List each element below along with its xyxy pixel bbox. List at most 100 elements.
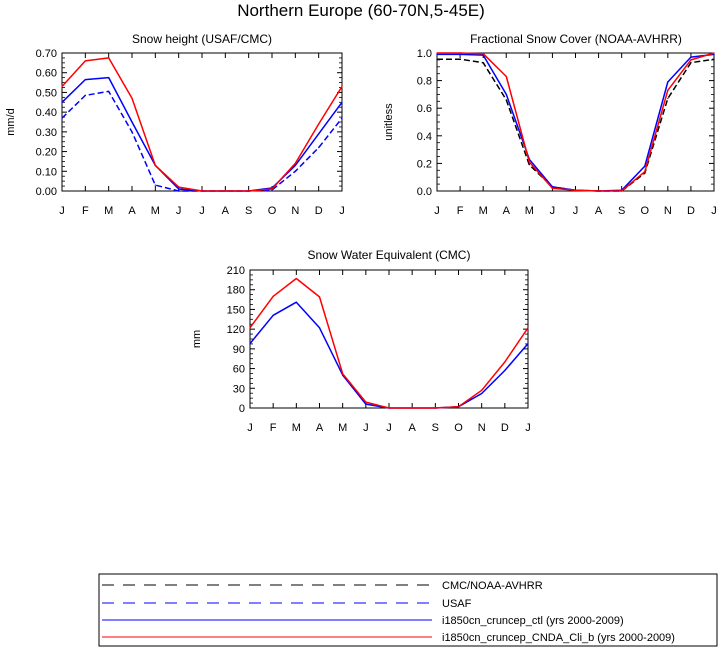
snow-water-equivalent-ylabel: mm [191, 330, 203, 348]
swe-series-point [342, 373, 344, 375]
swe-series-point [411, 407, 413, 409]
snow-height-xtick-label: S [245, 205, 252, 217]
snow-cover-series-point [436, 58, 438, 60]
figure-title: Northern Europe (60-70N,5-45E) [237, 1, 485, 20]
snow-cover-xtick-label: A [595, 205, 603, 217]
snow-cover-series-point [459, 53, 461, 55]
swe-ytick-label: 150 [227, 304, 245, 316]
snow-cover-series-line-2 [437, 52, 715, 192]
snow-cover-series-point [667, 89, 669, 91]
snow-height-series-point [84, 79, 86, 81]
snow-cover-series-point [644, 171, 646, 173]
legend-label-cnda: i1850cn_cruncep_CNDA_Cli_b (yrs 2000-200… [442, 632, 675, 644]
swe-xtick-label: N [478, 422, 486, 434]
snow-height-series-point [154, 184, 156, 186]
snow-cover-series-point [505, 75, 507, 78]
swe-xtick-label: F [270, 422, 277, 434]
snow-height-series-point [341, 85, 343, 88]
snow-cover-series-point [690, 56, 692, 58]
snow-height-plot-frame [61, 52, 343, 192]
swe-xtick-label: M [292, 422, 301, 434]
snow-cover-series-line-1 [437, 53, 715, 192]
legend: CMC/NOAA-AVHRR USAF i1850cn_cruncep_ctl … [98, 573, 718, 647]
swe-xtick-label: S [432, 422, 439, 434]
snow-height-series-point [318, 123, 320, 125]
swe-xtick-label: O [454, 422, 463, 434]
snow-cover-series-point [713, 53, 715, 55]
snow-height-xtick-label: J [176, 205, 182, 217]
swe-series-point [481, 389, 483, 391]
snow-height-series-line-1 [61, 76, 343, 192]
snow-cover-series-point [597, 190, 600, 192]
swe-xtick-label: A [408, 422, 416, 434]
snow-height-xtick-label: J [199, 205, 205, 217]
snow-height-xtick-label: A [128, 205, 136, 217]
swe-series-point [481, 392, 483, 395]
snow-cover-series-line-0 [437, 58, 715, 192]
swe-xtick-label: J [247, 422, 253, 434]
snow-cover-xtick-label: J [550, 205, 556, 217]
swe-series-point [272, 295, 274, 297]
snow-height-series-point [271, 188, 273, 190]
snow-height-series-point [178, 190, 180, 192]
swe-xtick-label: M [338, 422, 347, 434]
snow-height-series-point [84, 60, 86, 62]
swe-series-point [434, 407, 436, 409]
swe-xtick-label: J [525, 422, 531, 434]
snow-height-series-point [61, 117, 63, 119]
swe-ytick-label: 90 [233, 344, 245, 356]
snow-cover-series-point [551, 187, 554, 189]
snow-cover-series-point [690, 62, 692, 64]
snow-cover-xtick-label: J [573, 205, 579, 217]
snow-cover-xtick-label: M [479, 205, 488, 217]
snow-height-ytick-label: 0.20 [36, 147, 57, 159]
swe-xtick-label: D [501, 422, 509, 434]
snow-cover-xtick-label: J [711, 205, 717, 217]
swe-series-point [318, 327, 321, 329]
snow-cover-series-point [644, 165, 646, 167]
snow-height-series-point [294, 170, 296, 172]
snow-height-xtick-label: D [315, 205, 323, 217]
snow-height-xtick-label: A [222, 205, 230, 217]
snow-height-series-point [294, 162, 296, 164]
snow-height-series-point [108, 90, 110, 93]
snow-cover-ytick-label: 0.2 [417, 158, 432, 170]
snow-height-ylabel: mm/d [5, 108, 17, 136]
legend-box [98, 573, 718, 647]
swe-series-point [318, 296, 321, 298]
swe-series-point [527, 343, 529, 345]
snow-height-series-point [248, 190, 250, 192]
snow-height-series-point [61, 101, 63, 103]
snow-cover-xtick-label: J [434, 205, 440, 217]
snow-height-ytick-label: 0.70 [36, 48, 57, 60]
snow-height-xtick-label: M [104, 205, 113, 217]
snow-cover-plot-frame [436, 52, 715, 192]
snow-cover-xtick-label: S [618, 205, 625, 217]
snow-cover-ytick-label: 0.8 [417, 76, 432, 88]
snow-height-series-point [341, 117, 343, 119]
snow-height-series-point [318, 147, 320, 149]
swe-ytick-label: 120 [227, 324, 245, 336]
swe-series-point [504, 369, 506, 372]
snow-height-title: Snow height (USAF/CMC) [132, 32, 272, 46]
snow-height-xtick-label: O [268, 205, 277, 217]
snow-cover-xtick-label: M [525, 205, 534, 217]
snow-cover-series-point [667, 81, 669, 83]
snow-height-xtick-label: F [82, 205, 89, 217]
swe-ytick-label: 180 [227, 285, 245, 297]
snow-cover-series-point [713, 58, 715, 60]
snow-cover-series-point [459, 52, 461, 54]
fractional-snow-cover-title: Fractional Snow Cover (NOAA-AVHRR) [470, 32, 682, 46]
snow-height-series-point [154, 164, 156, 166]
swe-series-point [457, 406, 460, 408]
swe-ytick-label: 0 [239, 403, 245, 415]
swe-xtick-label: A [316, 422, 324, 434]
snow-height-series-point [108, 77, 110, 79]
snow-height-series-point [131, 97, 133, 99]
snow-water-equivalent-panel: Snow Water Equivalent (CMC) mm 0 30 60 90 12… [191, 248, 531, 434]
snow-height-xtick-label: J [339, 205, 345, 217]
snow-cover-series-point [482, 53, 484, 55]
snow-height-series-point [131, 131, 133, 133]
snow-cover-series-point [690, 59, 692, 61]
